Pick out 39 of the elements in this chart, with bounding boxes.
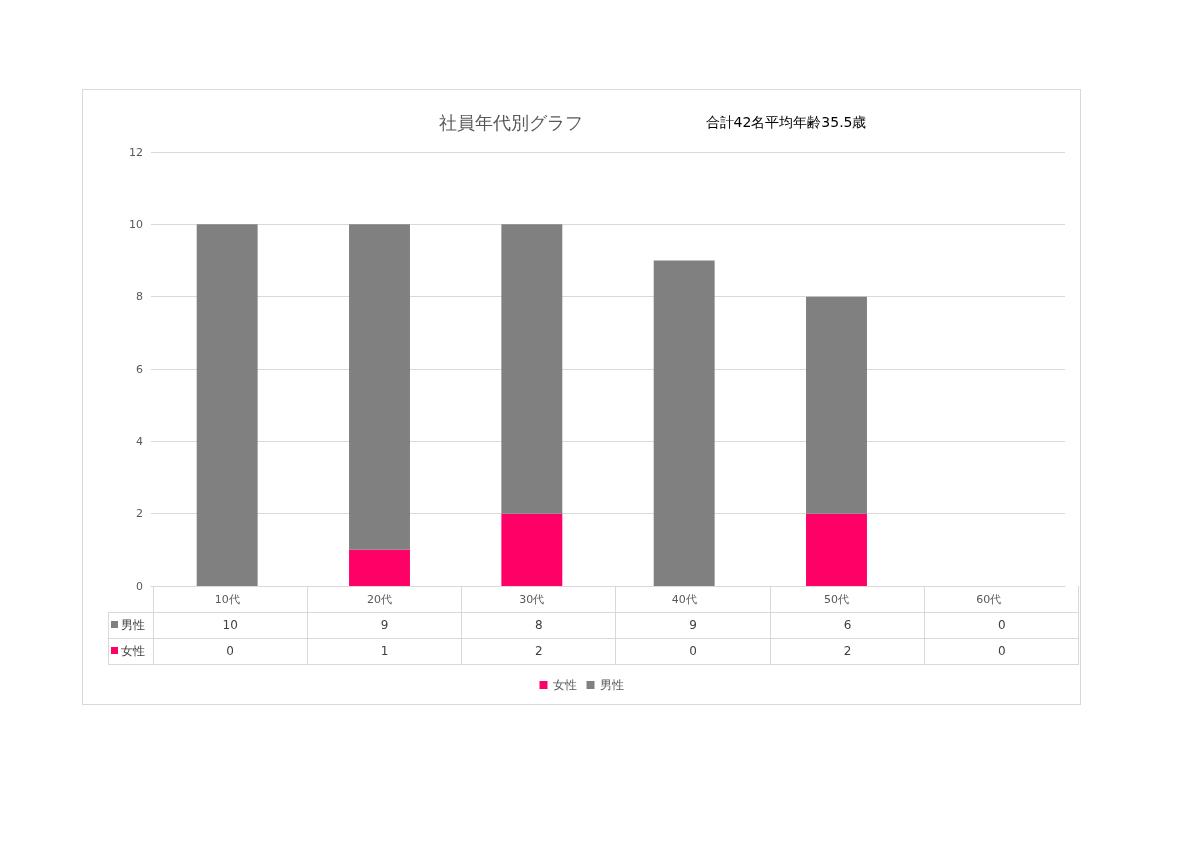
data-label: 0 (924, 638, 1079, 664)
text: 女性 (121, 643, 145, 658)
x-tick-label: 30代 (519, 593, 545, 606)
y-tick-label: 10 (129, 217, 143, 231)
data-label: 0 (615, 638, 771, 664)
y-tick-label: 0 (136, 579, 143, 593)
bar (653, 260, 715, 586)
bar (501, 224, 563, 514)
data-label: 0 (924, 612, 1079, 638)
bar (806, 296, 867, 514)
x-tick-label: 40代 (671, 593, 697, 606)
bar (806, 513, 867, 586)
bar (349, 549, 410, 586)
data-label: 6 (770, 612, 925, 638)
x-tick-label: 60代 (976, 593, 1002, 606)
data-label: 2 (770, 638, 925, 664)
y-tick-label: 12 (129, 145, 143, 159)
chart-subtitle: 合計42名平均年齢35.5歳 (705, 114, 867, 130)
chart-title: 社員年代別グラフ (439, 111, 583, 133)
y-tick-label: 4 (136, 434, 143, 448)
y-tick-label: 6 (136, 362, 143, 376)
data-label: 1 (307, 638, 462, 664)
bar (196, 224, 258, 586)
bar (501, 513, 563, 586)
x-tick-label: 50代 (824, 593, 849, 606)
legend-label: 男性 (108, 612, 153, 638)
x-tick-label: 10代 (214, 593, 240, 606)
y-tick-label: 8 (136, 290, 143, 304)
x-tick-label: 20代 (367, 593, 392, 606)
bar (349, 224, 410, 550)
data-label: 8 (461, 612, 616, 638)
data-label: 0 (153, 638, 308, 664)
data-label: 9 (307, 612, 462, 638)
data-label: 9 (615, 612, 771, 638)
data-label: 10 (153, 612, 308, 638)
text: 男性 (599, 678, 624, 692)
legend-label: 女性 (552, 678, 577, 692)
data-label: 2 (461, 638, 616, 664)
y-tick-label: 2 (136, 507, 143, 521)
